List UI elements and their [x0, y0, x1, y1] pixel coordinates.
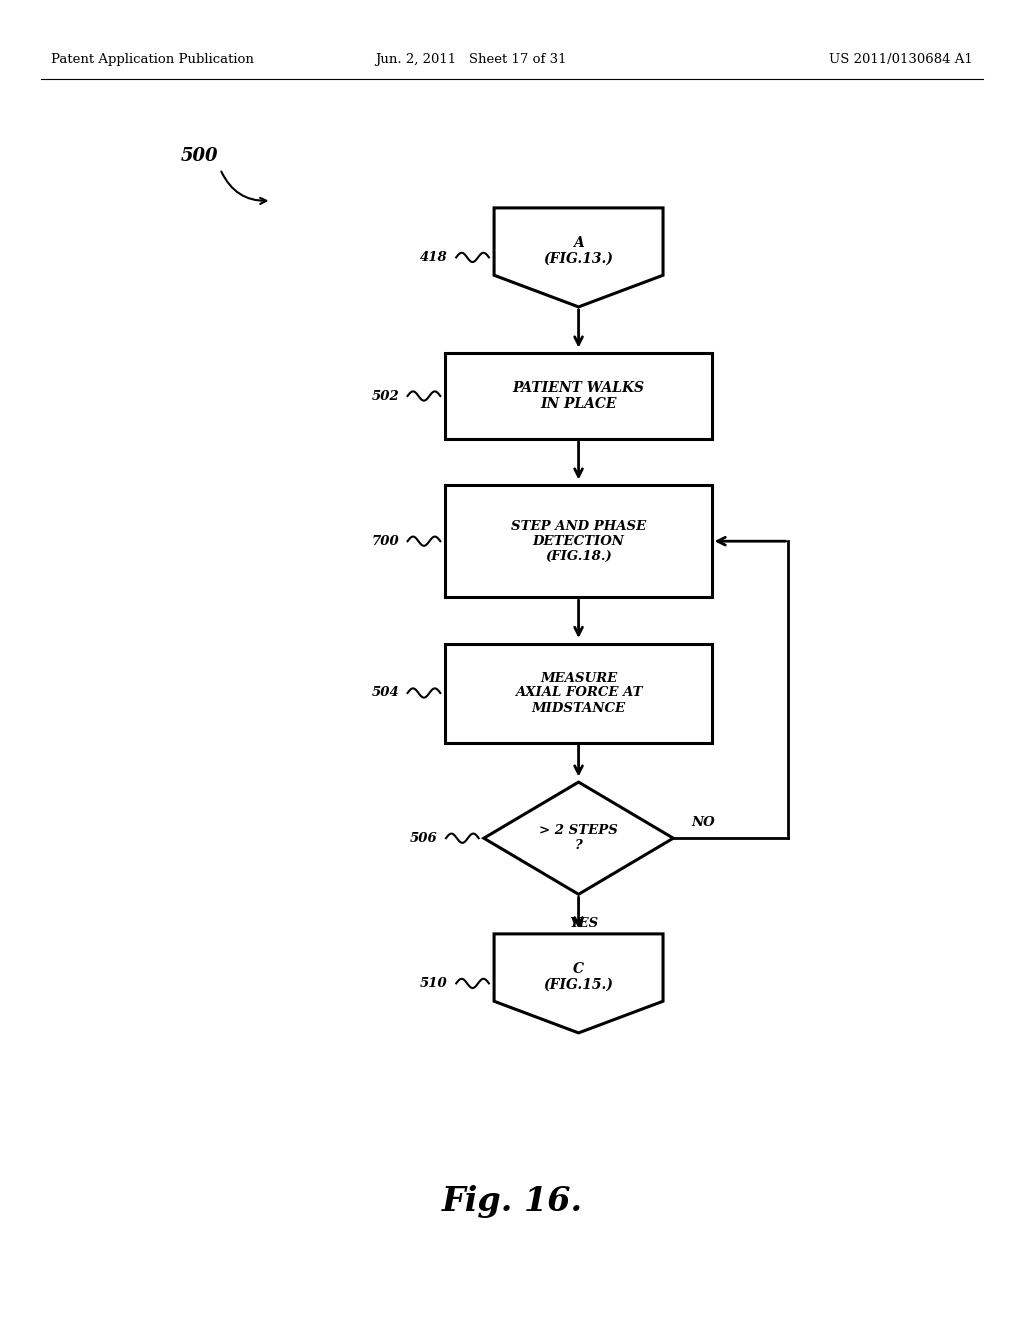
Text: 506: 506 [410, 832, 437, 845]
Text: 502: 502 [372, 389, 399, 403]
Text: NO: NO [692, 816, 716, 829]
Polygon shape [483, 781, 674, 895]
Text: STEP AND PHASE
DETECTION
(FIG.18.): STEP AND PHASE DETECTION (FIG.18.) [511, 520, 646, 562]
Text: PATIENT WALKS
IN PLACE: PATIENT WALKS IN PLACE [513, 381, 644, 411]
Text: 700: 700 [372, 535, 399, 548]
Text: MEASURE
AXIAL FORCE AT
MIDSTANCE: MEASURE AXIAL FORCE AT MIDSTANCE [515, 672, 642, 714]
FancyBboxPatch shape [445, 644, 712, 742]
Text: A
(FIG.13.): A (FIG.13.) [544, 236, 613, 265]
Text: 500: 500 [181, 147, 218, 165]
Text: C
(FIG.15.): C (FIG.15.) [544, 962, 613, 991]
Text: 504: 504 [372, 686, 399, 700]
Text: Fig. 16.: Fig. 16. [441, 1185, 583, 1217]
FancyBboxPatch shape [445, 354, 712, 438]
Polygon shape [494, 207, 664, 306]
Text: 418: 418 [420, 251, 447, 264]
Text: YES: YES [569, 917, 598, 929]
Text: > 2 STEPS
?: > 2 STEPS ? [539, 824, 618, 853]
Polygon shape [494, 935, 664, 1032]
FancyBboxPatch shape [445, 486, 712, 597]
Text: 510: 510 [420, 977, 447, 990]
Text: US 2011/0130684 A1: US 2011/0130684 A1 [829, 53, 973, 66]
Text: Jun. 2, 2011   Sheet 17 of 31: Jun. 2, 2011 Sheet 17 of 31 [375, 53, 567, 66]
Text: Patent Application Publication: Patent Application Publication [51, 53, 254, 66]
